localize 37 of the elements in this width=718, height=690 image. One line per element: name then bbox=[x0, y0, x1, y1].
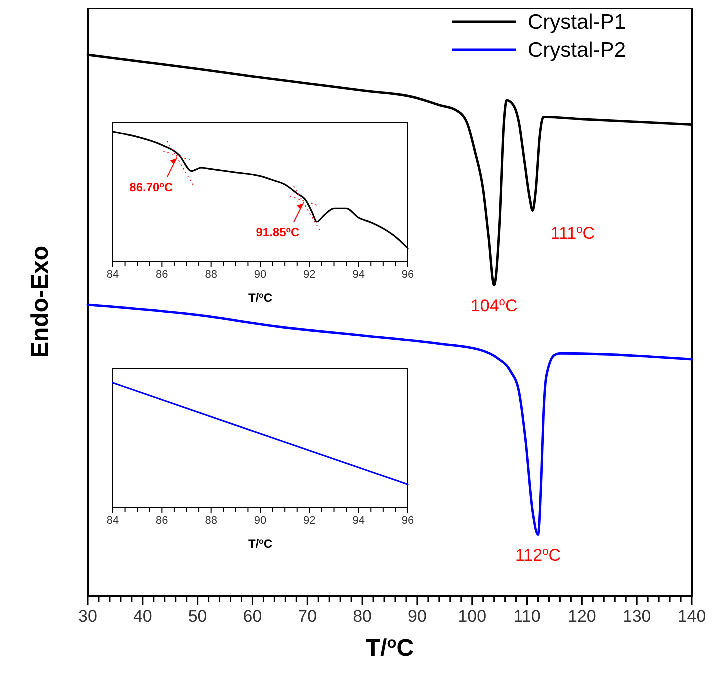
x-tick-label: 60 bbox=[243, 607, 262, 626]
x-tick-label: 92 bbox=[304, 269, 316, 281]
x-tick-label: 92 bbox=[304, 515, 316, 527]
legend-label: Crystal-P1 bbox=[528, 11, 626, 34]
x-tick-label: 90 bbox=[254, 269, 267, 281]
x-axis-title: T/$^{o}$C bbox=[366, 634, 414, 662]
x-tick-label: 90 bbox=[408, 607, 427, 626]
x-tick-label: 100 bbox=[458, 607, 487, 626]
x-tick-label: 94 bbox=[352, 515, 365, 527]
x-tick-label: 84 bbox=[106, 515, 120, 527]
annotation: 111$^{o}$C bbox=[550, 224, 596, 243]
y-axis-title: Endo-Exo bbox=[27, 246, 54, 358]
x-tick-label: 96 bbox=[402, 515, 414, 527]
x-tick-label: 86 bbox=[156, 515, 168, 527]
legend-label: Crystal-P2 bbox=[528, 39, 626, 62]
annotation: 104$^{o}$C bbox=[470, 296, 518, 316]
x-tick-label: 90 bbox=[254, 515, 267, 527]
annotation: 91.85$^{o}$C bbox=[256, 224, 300, 240]
x-tick-label: 70 bbox=[298, 607, 318, 626]
x-tick-label: 140 bbox=[678, 607, 706, 626]
x-axis-title: T/$^{o}$C bbox=[248, 290, 273, 305]
x-tick-label: 84 bbox=[106, 269, 120, 281]
x-tick-label: 40 bbox=[133, 607, 152, 626]
x-tick-label: 86 bbox=[156, 269, 168, 281]
annotation: 112$^{o}$C bbox=[515, 546, 562, 565]
x-tick-label: 110 bbox=[514, 607, 541, 626]
x-tick-label: 130 bbox=[622, 607, 652, 626]
annotation: 86.70$^{o}$C bbox=[130, 180, 174, 194]
x-tick-label: 80 bbox=[353, 607, 372, 626]
x-tick-label: 88 bbox=[205, 515, 218, 527]
x-tick-label: 50 bbox=[188, 607, 208, 626]
x-axis-title: T/$^{o}$C bbox=[248, 536, 273, 551]
x-tick-label: 30 bbox=[78, 607, 98, 626]
x-tick-label: 96 bbox=[402, 269, 414, 281]
x-tick-label: 120 bbox=[568, 607, 596, 626]
x-tick-label: 88 bbox=[205, 269, 218, 281]
x-tick-label: 94 bbox=[352, 269, 365, 281]
